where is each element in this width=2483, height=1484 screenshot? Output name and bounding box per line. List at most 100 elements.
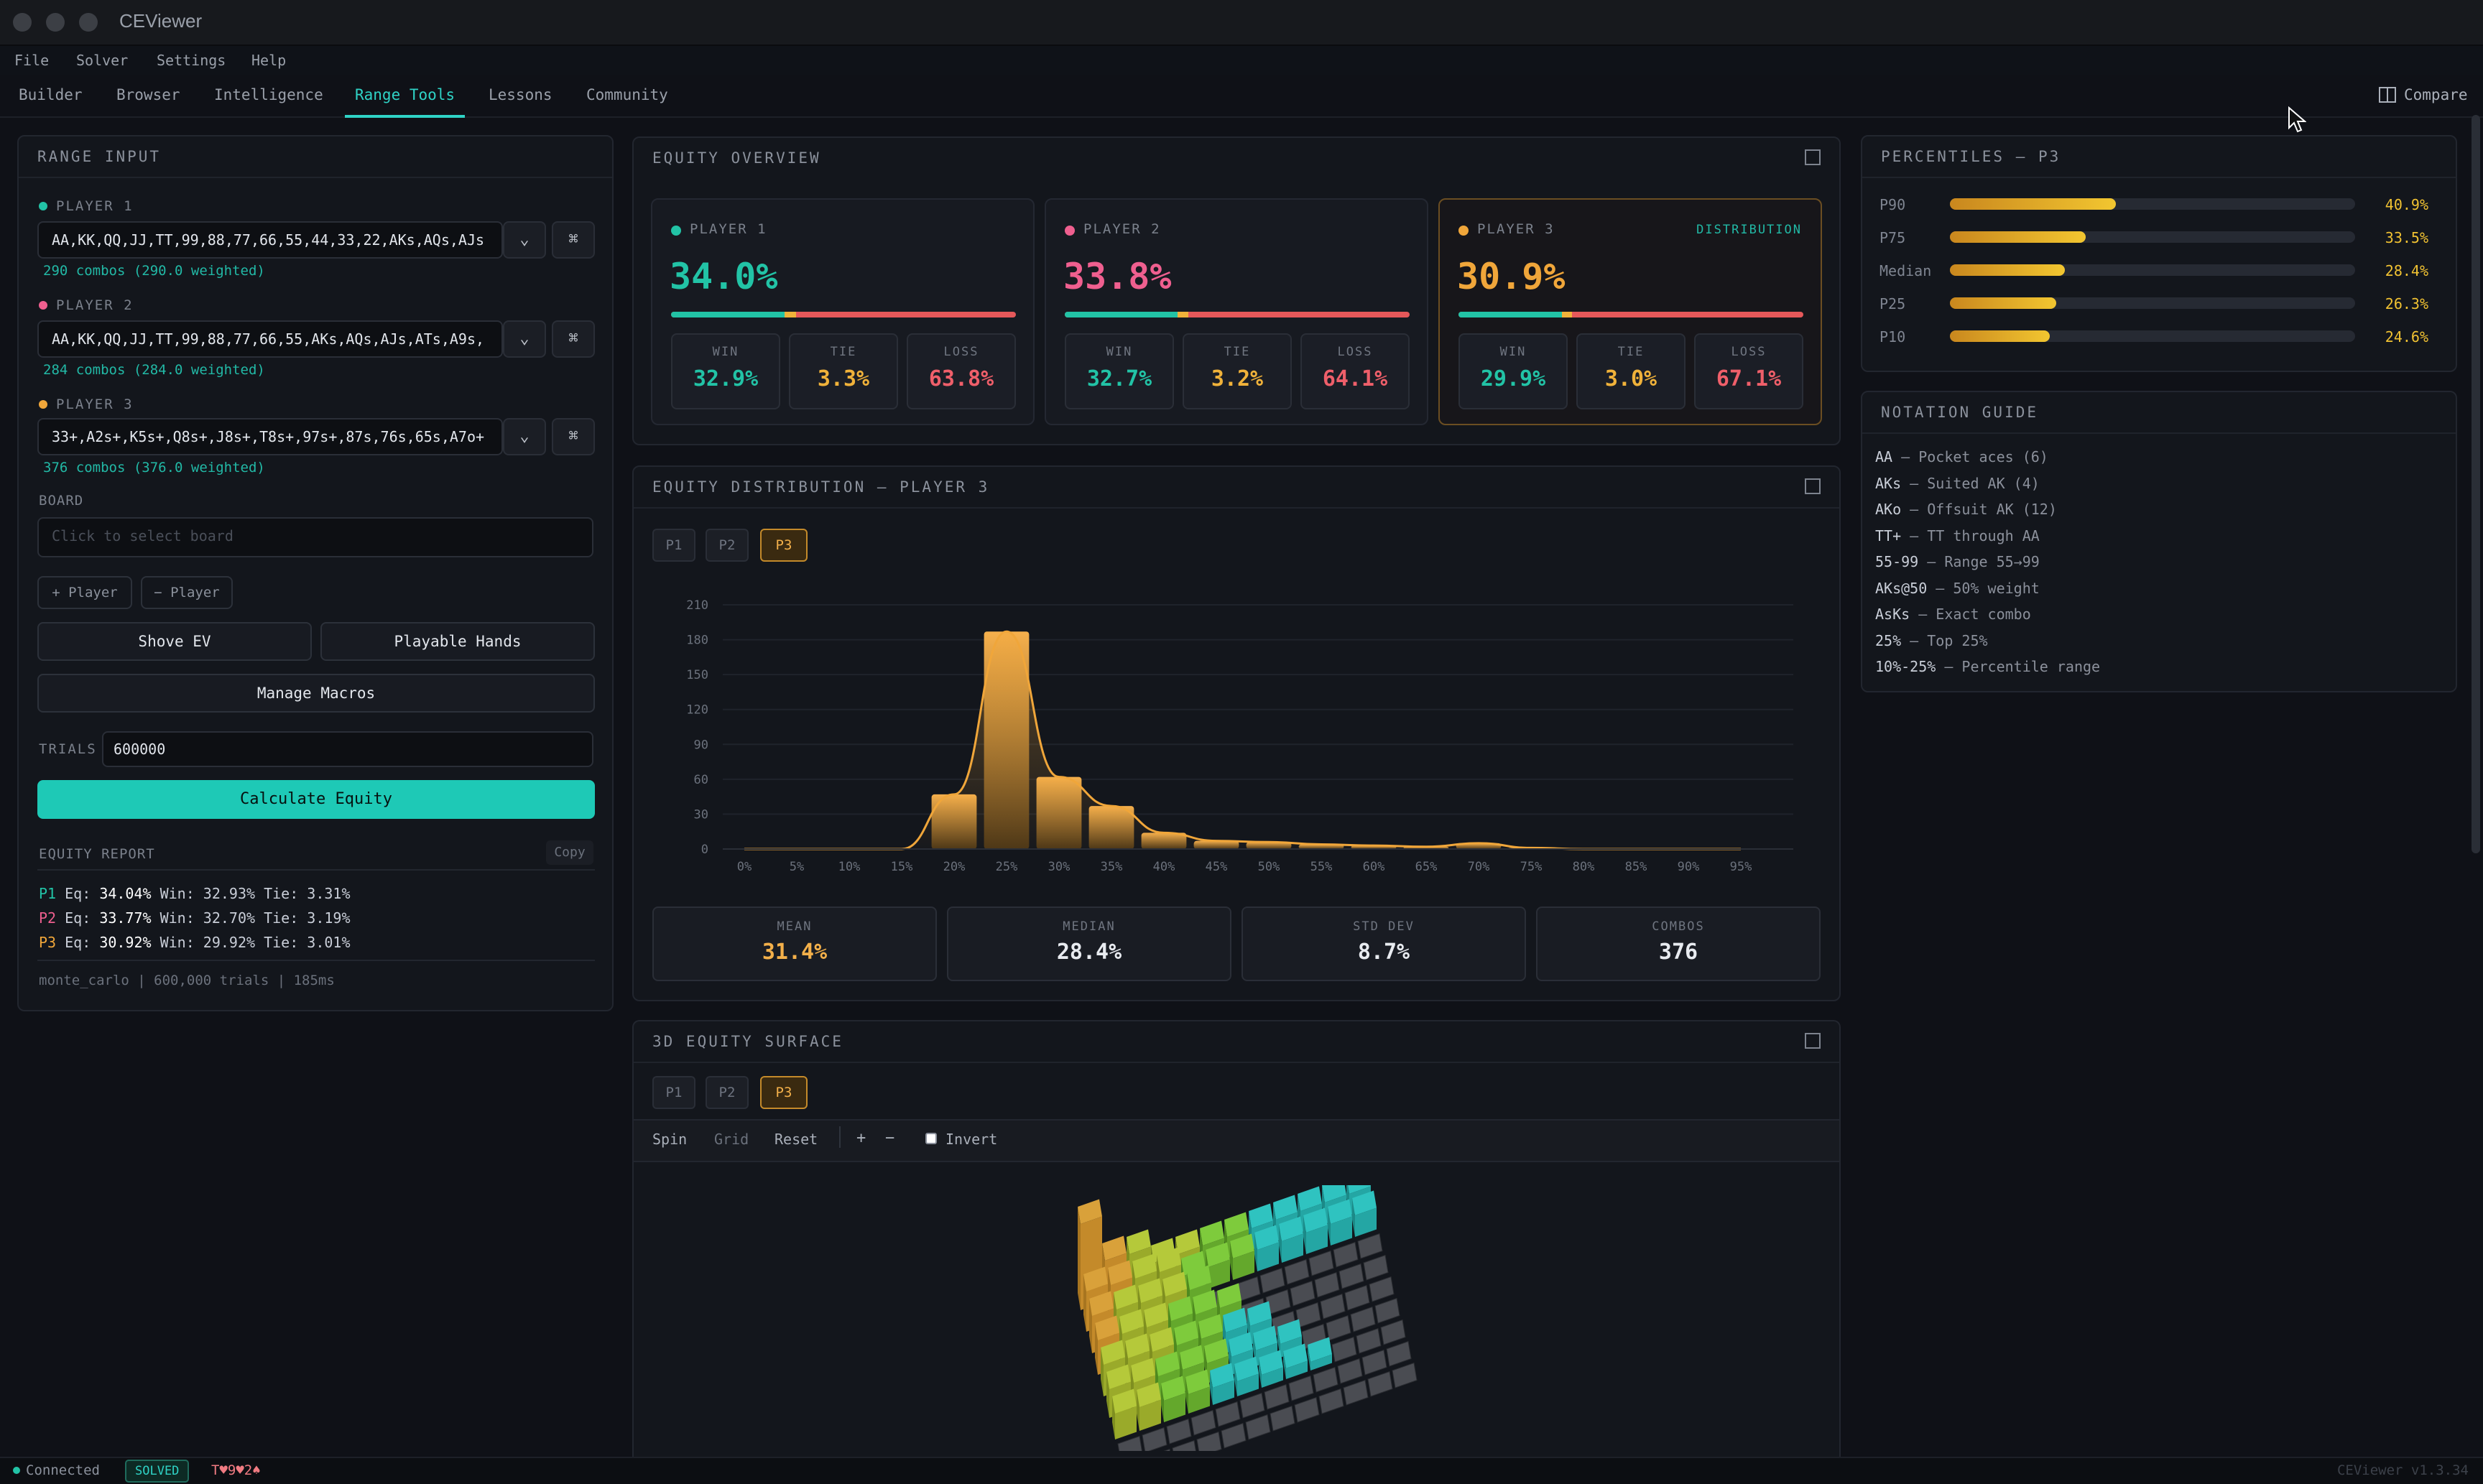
report-p3-eq: 30.92% <box>99 934 152 951</box>
surface-bar-top <box>1249 1203 1273 1228</box>
surface-bar-top <box>1247 1301 1272 1326</box>
trials-input[interactable]: 600000 <box>102 731 593 767</box>
surface-bar-front <box>1233 1251 1254 1280</box>
close-window-button[interactable] <box>13 13 32 32</box>
compare-button[interactable]: Compare <box>2378 86 2468 103</box>
player3-dropdown-button[interactable]: ⌄ <box>503 418 546 455</box>
surface-bar-front <box>1282 1233 1303 1263</box>
surface-bar-top <box>1144 1302 1168 1327</box>
equity-card-player1[interactable]: PLAYER 1 34.0% WIN 32.9% TIE 3.3% LOSS 63.8% <box>651 198 1035 425</box>
surface-floor-cell <box>1245 1414 1271 1440</box>
equity-card-player2[interactable]: PLAYER 2 33.8% WIN 32.7% TIE 3.2% LOSS 64.1% <box>1045 198 1428 425</box>
player1-dropdown-button[interactable]: ⌄ <box>503 221 546 259</box>
surface-bar-top <box>1078 1199 1102 1224</box>
surface-bar-top <box>1083 1266 1108 1291</box>
y-tick-label: 180 <box>686 634 708 648</box>
player3-range-input[interactable]: 33+,A2s+,K5s+,Q8s+,J8s+,T8s+,97s+,87s,76… <box>37 418 503 455</box>
surface-bar-top <box>1106 1364 1131 1389</box>
minimize-window-button[interactable] <box>46 13 65 32</box>
dist-pill-p3[interactable]: P3 <box>760 529 808 562</box>
surface-pill-p1[interactable]: P1 <box>652 1076 695 1109</box>
board-cards: T♥9♥2♠ <box>211 1462 261 1478</box>
surface-bar-top <box>1193 1289 1217 1314</box>
surface-bar-side <box>1078 1207 1081 1310</box>
equity-distribution-chart: 0 30 60 90 120 150 180 210 0% 5% 10% 15% 20% 25% 30% 35… <box>686 598 1793 874</box>
player2-grid-button[interactable]: ⌘ <box>552 320 595 358</box>
report-p1-eq: 34.04% <box>99 885 152 902</box>
tab-intelligence[interactable]: Intelligence <box>214 86 323 103</box>
menu-solver[interactable]: Solver <box>76 52 129 69</box>
surface-bar-top <box>1095 1315 1119 1340</box>
summary-label: STD DEV <box>1353 919 1415 934</box>
surface-pill-p3[interactable]: P3 <box>760 1076 808 1109</box>
surface-bar-front <box>1208 1259 1230 1289</box>
board-input[interactable]: Click to select board <box>37 517 593 557</box>
zoom-window-button[interactable] <box>79 13 98 32</box>
expand-icon[interactable] <box>1805 478 1821 494</box>
summary-label: COMBOS <box>1652 919 1705 934</box>
surface-toolbar <box>634 1119 1839 1162</box>
player2-dot <box>39 301 47 310</box>
player1-range-input[interactable]: AA,KK,QQ,JJ,TT,99,88,77,66,55,44,33,22,A… <box>37 221 503 259</box>
range-input-header: RANGE INPUT <box>19 136 612 178</box>
player2-range-input[interactable]: AA,KK,QQ,JJ,TT,99,88,77,66,55,AKs,AQs,AJ… <box>37 320 503 358</box>
chevron-down-icon: ⌄ <box>519 231 530 249</box>
menu-file[interactable]: File <box>14 52 50 69</box>
remove-player-button[interactable]: − Player <box>141 576 233 609</box>
spin-button[interactable]: Spin <box>652 1131 688 1148</box>
expand-icon[interactable] <box>1805 149 1821 165</box>
calculate-equity-button[interactable]: Calculate Equity <box>37 780 595 819</box>
zoom-in-button[interactable]: + <box>856 1129 866 1147</box>
tab-browser[interactable]: Browser <box>116 86 180 103</box>
win-label: WIN <box>1499 345 1527 359</box>
equity-surface-header: 3D EQUITY SURFACE <box>634 1021 1839 1063</box>
surface-pill-p2[interactable]: P2 <box>706 1076 749 1109</box>
surface-floor-cell <box>1270 1405 1295 1432</box>
tab-builder[interactable]: Builder <box>19 86 83 103</box>
tie-label: TIE <box>1224 345 1251 359</box>
reset-button[interactable]: Reset <box>775 1131 818 1148</box>
report-p1-eq-label: Eq: <box>65 885 100 902</box>
y-tick-label: 60 <box>694 773 708 787</box>
surface-bar-top <box>1328 1199 1352 1224</box>
equity-card-player3[interactable]: PLAYER 3 DISTRIBUTION 30.9% WIN 29.9% TIE 3.0%… <box>1438 198 1822 425</box>
surface-bar-side <box>1303 1215 1306 1254</box>
notation-key: 25% <box>1875 631 1902 649</box>
menu-settings[interactable]: Settings <box>157 52 226 69</box>
playable-hands-button[interactable]: Playable Hands <box>320 622 595 661</box>
tab-lessons[interactable]: Lessons <box>489 86 552 103</box>
distribution-link[interactable]: DISTRIBUTION <box>1696 223 1802 237</box>
connection-dot <box>13 1467 20 1474</box>
tab-community[interactable]: Community <box>586 86 668 103</box>
dist-pill-p1[interactable]: P1 <box>652 529 695 562</box>
add-player-button[interactable]: + Player <box>37 576 132 609</box>
loss-label: LOSS <box>1337 345 1373 359</box>
toolbar-divider <box>839 1126 841 1148</box>
surface-floor-cell <box>1163 1448 1170 1451</box>
zoom-out-button[interactable]: − <box>885 1129 895 1147</box>
player3-grid-button[interactable]: ⌘ <box>552 418 595 455</box>
grid-toggle[interactable]: Grid <box>714 1131 749 1148</box>
surface-bar-top <box>1102 1235 1127 1261</box>
copy-button[interactable]: Copy <box>546 840 593 865</box>
report-p3-eq-label: Eq: <box>65 934 100 951</box>
notation-key: 55-99 <box>1875 553 1919 570</box>
notation-item: 10%-25% — Percentile range <box>1875 658 2100 675</box>
shove-ev-button[interactable]: Shove EV <box>37 622 312 661</box>
player2-dropdown-button[interactable]: ⌄ <box>503 320 546 358</box>
surface-floor-cell <box>1386 1340 1412 1367</box>
dist-pill-p2[interactable]: P2 <box>706 529 749 562</box>
manage-macros-button[interactable]: Manage Macros <box>37 674 595 713</box>
player1-grid-button[interactable]: ⌘ <box>552 221 595 259</box>
expand-icon[interactable] <box>1805 1033 1821 1049</box>
equity-surface-3d[interactable] <box>1035 1185 1423 1451</box>
main-scrollbar[interactable] <box>2472 115 2480 853</box>
notation-item: AKs@50 — 50% weight <box>1875 580 2040 597</box>
surface-bar-top <box>1131 1358 1155 1383</box>
invert-checkbox[interactable] <box>925 1133 937 1144</box>
equity-card-tie-box: TIE 3.2% <box>1183 333 1292 409</box>
tab-range-tools[interactable]: Range Tools <box>345 86 466 118</box>
equity-card-value: 34.0% <box>670 256 778 297</box>
menu-help[interactable]: Help <box>251 52 287 69</box>
surface-floor-cell <box>1215 1401 1241 1427</box>
